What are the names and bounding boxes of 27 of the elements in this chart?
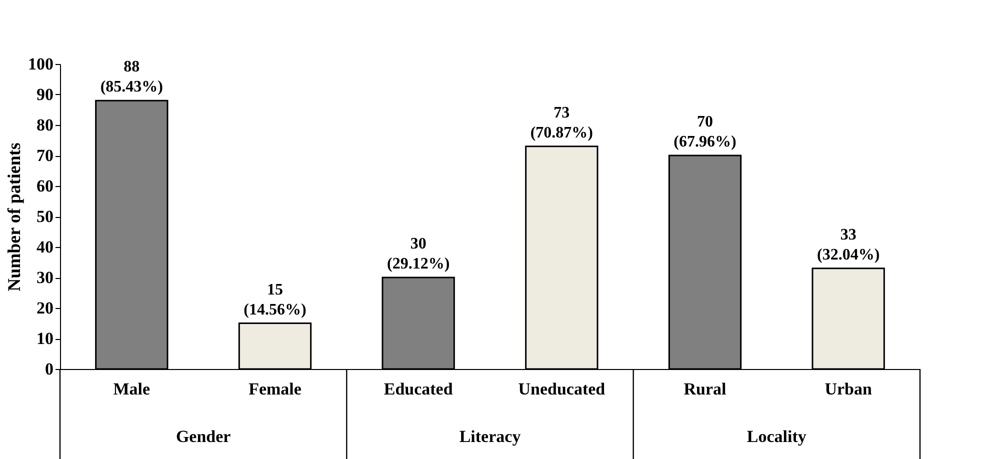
data-label: 73 (70.87%) (530, 104, 593, 142)
text: Gender (176, 427, 232, 446)
y-tick-label: 60 (36, 176, 54, 196)
x-tick-label: Urban (824, 380, 872, 398)
x-tick-label: Educated (384, 380, 454, 398)
data-label: 30 (29.12%) (387, 236, 450, 272)
x-tick-label: Uneducated (518, 380, 606, 398)
data-label: 33 (32.04%) (817, 226, 880, 264)
y-tick-label: 80 (36, 116, 54, 134)
y-tick-label: 70 (36, 146, 54, 165)
x-tick-label: Female (248, 380, 302, 398)
text: Literacy (459, 427, 522, 446)
y-tick-label: 100 (28, 54, 54, 74)
y-tick-label: 20 (36, 298, 54, 318)
y-tick-label: 30 (36, 268, 54, 287)
x-tick-label: Male (113, 380, 151, 398)
data-label: 70 (67.96%) (674, 114, 736, 150)
data-label: 15 (14.56%) (244, 281, 306, 318)
y-tick-label: 0 (45, 360, 54, 378)
y-axis-title: Number of patients (4, 142, 24, 292)
text: Locality (746, 427, 807, 446)
y-tick-label: 50 (36, 207, 54, 226)
y-tick-label: 10 (36, 329, 54, 348)
y-tick-label: 90 (36, 85, 54, 104)
data-label: 88 (85.43%) (100, 58, 163, 96)
y-tick-label: 40 (36, 238, 54, 256)
x-tick-label: Rural (684, 380, 727, 398)
